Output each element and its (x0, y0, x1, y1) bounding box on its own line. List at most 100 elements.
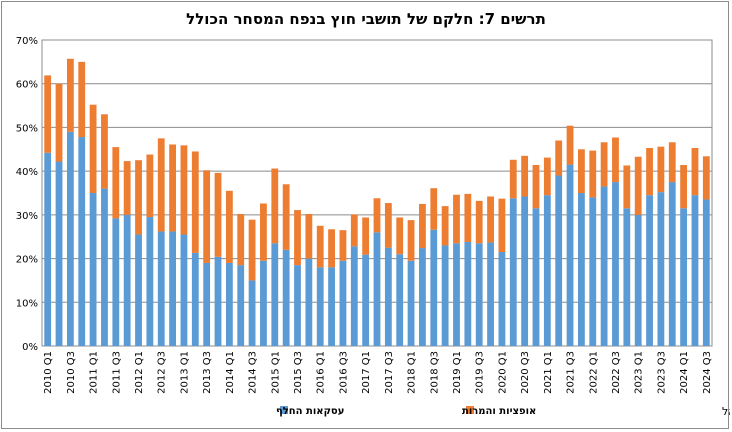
bar-swaps-2011-Q1 (89, 193, 97, 346)
bar-swaps-2014-Q1 (225, 262, 233, 346)
bar-options-2012-Q2 (146, 154, 154, 218)
y-tick-label: 30% (16, 211, 38, 222)
bar-swaps-2019-Q4 (487, 242, 494, 346)
bar-swaps-2014-Q2 (237, 265, 245, 346)
bar-swaps-2014-Q3 (248, 280, 256, 346)
bar-swaps-2010-Q1 (44, 152, 52, 346)
x-tick-label: 2023 Q3 (656, 351, 667, 394)
y-tick-label: 20% (16, 255, 38, 266)
bar-options-2023-Q4 (668, 142, 676, 183)
y-tick-label: 40% (16, 167, 38, 178)
bar-swaps-2010-Q2 (55, 161, 63, 346)
bar-options-2013-Q1 (180, 145, 188, 235)
x-tick-label: 2022 Q3 (611, 351, 622, 394)
bar-options-2019-Q4 (487, 196, 494, 243)
bar-options-2016-Q3 (339, 230, 347, 261)
bar-options-2018-Q2 (419, 203, 426, 249)
bar-options-2024-Q2 (691, 147, 699, 196)
bar-swaps-2016-Q3 (339, 260, 347, 346)
bar-options-2011-Q3 (112, 147, 120, 219)
bar-swaps-2012-Q2 (146, 217, 154, 346)
x-tick-label: 2021 Q1 (543, 351, 554, 394)
bar-options-2017-Q3 (384, 203, 392, 248)
bar-swaps-2022-Q1 (589, 197, 597, 346)
bar-swaps-2013-Q1 (180, 234, 188, 346)
bar-swaps-2020-Q1 (498, 252, 506, 346)
bar-options-2023-Q2 (646, 147, 653, 196)
bar-options-2020-Q3 (521, 155, 529, 197)
bar-options-2022-Q4 (623, 165, 631, 209)
bar-options-2021-Q1 (543, 157, 551, 196)
x-tick-label: 2019 Q1 (452, 351, 463, 394)
bar-swaps-2012-Q4 (169, 231, 176, 346)
bar-options-2020-Q4 (532, 165, 540, 209)
bar-options-2022-Q2 (600, 142, 608, 187)
source-note: מקור: עיבודים לדיווחים לבנק ישראל (722, 405, 730, 418)
bar-options-2010-Q4 (78, 61, 86, 138)
bar-swaps-2017-Q4 (396, 254, 404, 346)
bar-swaps-2023-Q4 (668, 182, 676, 346)
bar-options-2024-Q1 (680, 165, 688, 209)
bar-options-2020-Q2 (509, 159, 517, 199)
x-tick-label: 2014 Q1 (225, 351, 236, 394)
chart-title: תרשים 7: חלקם של תושבי חוץ בנפח המסחר הכ… (186, 10, 546, 28)
bar-options-2021-Q3 (566, 125, 574, 165)
x-tick-label: 2014 Q3 (248, 351, 259, 394)
bar-swaps-2021-Q3 (566, 164, 574, 346)
y-tick-label: 0% (22, 342, 38, 353)
bar-options-2017-Q1 (362, 217, 370, 255)
bar-options-2013-Q4 (214, 172, 222, 257)
y-tick-label: 70% (16, 36, 38, 47)
x-tick-label: 2013 Q1 (179, 351, 190, 394)
bar-swaps-2018-Q1 (407, 260, 415, 346)
x-tick-label: 2011 Q1 (89, 351, 100, 394)
x-axis: 2010 Q1 2010 Q3 2011 Q1 2011 Q3 2012 Q1 2012 … (43, 351, 713, 394)
legend-swatch-swaps (280, 406, 288, 414)
bar-swaps-2020-Q4 (532, 208, 540, 346)
bar-options-2020-Q1 (498, 198, 506, 253)
bar-swaps-2014-Q4 (260, 260, 267, 346)
bar-options-2010-Q3 (66, 58, 74, 132)
bar-options-2013-Q2 (191, 151, 199, 253)
bar-options-2010-Q2 (55, 83, 63, 162)
bar-swaps-2013-Q2 (191, 252, 199, 346)
bar-options-2012-Q4 (169, 144, 176, 232)
y-tick-label: 60% (16, 80, 38, 91)
bar-options-2019-Q1 (453, 194, 460, 244)
bar-options-2011-Q2 (101, 114, 108, 189)
x-tick-label: 2020 Q3 (520, 351, 531, 394)
bar-swaps-2017-Q2 (373, 232, 381, 346)
legend-label-swaps: עסקאות החלף (276, 406, 344, 417)
bar-options-2017-Q4 (396, 217, 404, 255)
bar-swaps-2018-Q3 (430, 229, 438, 346)
bar-swaps-2022-Q3 (612, 182, 619, 346)
x-tick-label: 2016 Q3 (338, 351, 349, 394)
x-tick-label: 2024 Q1 (679, 351, 690, 394)
bar-swaps-2022-Q2 (600, 186, 608, 346)
bar-options-2023-Q3 (657, 146, 665, 193)
bar-swaps-2021-Q4 (578, 193, 585, 346)
bar-options-2016-Q4 (350, 214, 358, 247)
bar-swaps-2011-Q4 (123, 214, 131, 346)
bar-swaps-2023-Q1 (634, 214, 642, 346)
x-tick-label: 2018 Q3 (429, 351, 440, 394)
bar-swaps-2023-Q2 (646, 195, 653, 346)
bar-swaps-2013-Q4 (214, 256, 222, 346)
bar-swaps-2011-Q2 (101, 188, 108, 346)
bar-options-2018-Q4 (441, 206, 449, 246)
bar-options-2024-Q3 (702, 156, 710, 200)
x-tick-label: 2015 Q3 (293, 351, 304, 394)
bars (44, 58, 710, 346)
bar-options-2011-Q4 (123, 161, 131, 215)
x-tick-label: 2012 Q1 (134, 351, 145, 394)
bar-options-2021-Q2 (555, 140, 563, 176)
x-tick-label: 2018 Q1 (407, 351, 418, 394)
bar-swaps-2016-Q4 (350, 246, 358, 346)
x-tick-label: 2022 Q1 (588, 351, 599, 394)
bar-swaps-2010-Q3 (66, 131, 74, 346)
bar-options-2012-Q1 (135, 160, 142, 235)
bar-options-2011-Q1 (89, 104, 97, 193)
bar-options-2015-Q4 (305, 213, 313, 259)
